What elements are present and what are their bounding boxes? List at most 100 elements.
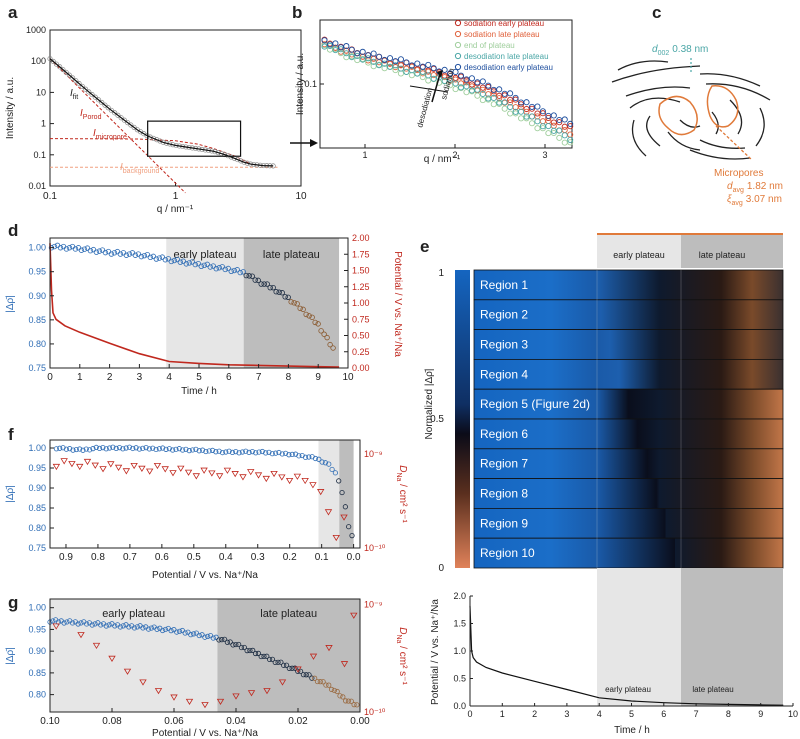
d-contrast-point — [177, 259, 184, 265]
d-contrast-point — [153, 256, 160, 262]
g-contrast-point — [354, 702, 360, 708]
d-y2tick-label: 0.25 — [352, 347, 370, 357]
b-data-point — [539, 125, 546, 132]
b-data-point — [485, 82, 492, 89]
g-contrast-point — [258, 653, 264, 660]
heatmap-row — [473, 507, 784, 539]
panel-e-ylabel: Normalized |Δρ̄| — [424, 369, 435, 440]
b-data-point — [518, 103, 525, 110]
b-data-point — [512, 94, 519, 101]
b-xtick-label: 1 — [362, 150, 367, 160]
panel-label-g: g — [8, 593, 18, 612]
heatmap-row-label: Region 6 — [480, 427, 528, 441]
a-ytick-label: 100 — [31, 56, 46, 66]
f-contrast-point — [223, 449, 229, 455]
b-data-point — [337, 46, 344, 53]
d-contrast-point — [264, 281, 270, 287]
g-contrast-point — [176, 628, 183, 634]
f-contrast-point — [236, 450, 242, 456]
panel-label-d: d — [8, 221, 18, 240]
g-contrast-point — [131, 625, 138, 631]
g-contrast-point — [221, 636, 228, 642]
f-contrast-point — [349, 532, 355, 539]
f-dna-point — [130, 462, 138, 470]
d-y2tick-label: 1.50 — [352, 266, 370, 276]
g-contrast-point — [140, 625, 146, 631]
b-data-point — [534, 103, 541, 110]
a-data-point — [125, 120, 131, 126]
g-contrast-point — [233, 641, 239, 648]
b-data-point — [550, 112, 557, 119]
g-contrast-point — [120, 623, 126, 629]
colorbar-tick-05: 0.5 — [430, 414, 444, 425]
f-xtick-label: 0.3 — [251, 552, 265, 563]
g-contrast-point — [275, 659, 281, 665]
d-contrast-point — [156, 255, 163, 261]
f-contrast-point — [160, 445, 166, 451]
e-sub-xtick-label: 0 — [467, 709, 472, 719]
b-data-point — [479, 90, 486, 98]
panel-e-sub-axes: 0 1 2 3 4 5 6 7 8 9 10 0.0 0.5 1.0 1.5 2.0 — [453, 591, 798, 719]
panel-d-chart: early plateau late plateau 0 1 2 3 4 5 6 7 8 9 100… — [5, 233, 403, 397]
f-dna-point — [332, 534, 340, 542]
b-legend-label: desodiation late plateau — [464, 52, 549, 61]
g-dna-point — [325, 645, 333, 652]
g-dna-point — [350, 612, 358, 619]
f-contrast-point — [206, 448, 212, 454]
d-contrast-point — [81, 246, 88, 252]
d-contrast-point — [105, 248, 112, 255]
f-dna-point — [99, 466, 107, 473]
g-contrast-point — [269, 656, 276, 662]
heatmap-row — [473, 388, 784, 420]
b-data-point — [512, 96, 519, 103]
d-contrast-point — [234, 267, 240, 273]
b-data-point — [452, 80, 459, 87]
g-xtick-label: 0.06 — [164, 716, 184, 727]
f-contrast-point — [336, 478, 342, 484]
d-contrast-point — [90, 246, 97, 253]
g-contrast-point — [331, 687, 337, 694]
f-contrast-point — [326, 461, 332, 467]
d-ytick-label: 0.85 — [28, 315, 46, 325]
g-ytick-label: 1.00 — [28, 603, 46, 613]
panel-label-e: e — [420, 237, 429, 256]
g-contrast-point — [238, 644, 245, 651]
heatmap-row-label: Region 7 — [480, 457, 528, 471]
heatmap-row — [473, 448, 784, 479]
a-data-point — [215, 150, 221, 156]
panel-d-series — [48, 242, 340, 368]
d-contrast-point — [99, 247, 106, 253]
f-contrast-point — [196, 448, 202, 454]
panel-b-chart: 1 2 30.1 sodiation early plateausodiation … — [295, 19, 574, 165]
b-data-point — [518, 108, 525, 115]
b-data-point — [567, 123, 574, 130]
b-legend-label: sodiation late plateau — [464, 30, 540, 39]
b-data-point — [447, 70, 454, 77]
g-contrast-point — [145, 626, 152, 632]
b-data-point — [507, 110, 514, 117]
f-contrast-point — [329, 466, 335, 473]
g-contrast-point — [314, 678, 321, 685]
f-dna-point — [76, 463, 84, 471]
b-data-point — [561, 126, 568, 134]
d-contrast-point — [240, 269, 246, 275]
b-data-point — [534, 118, 541, 125]
a-data-point — [131, 124, 137, 130]
heatmap-row-label: Region 8 — [480, 487, 528, 501]
g-contrast-point — [190, 631, 197, 637]
f-contrast-point — [70, 447, 76, 453]
b-data-point — [441, 66, 448, 73]
d-contrast-point — [279, 290, 285, 296]
f-contrast-point — [130, 445, 136, 452]
g-dna-point — [185, 698, 194, 706]
f-contrast-point — [296, 453, 302, 459]
d-contrast-point — [204, 261, 210, 268]
d-contrast-point — [312, 319, 318, 326]
f-contrast-point — [186, 448, 192, 454]
panel-e-sub-early — [597, 568, 681, 706]
panel-g-early-label: early plateau — [102, 608, 165, 620]
d-contrast-point — [96, 248, 103, 254]
b-data-point — [392, 62, 399, 69]
f-ytick-label: 0.90 — [28, 483, 46, 493]
g-dna-point — [52, 623, 60, 630]
